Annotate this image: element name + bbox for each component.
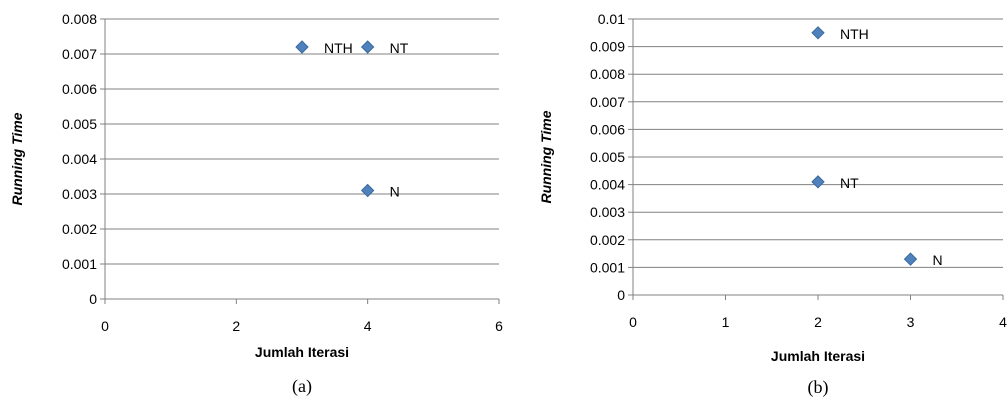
point-label-n: N [933, 252, 943, 268]
y-tick-label: 0.001 [590, 259, 625, 275]
point-label-nth: NTH [324, 40, 353, 56]
y-tick-label: 0.009 [590, 39, 625, 55]
y-tick-label: 0.002 [590, 232, 625, 248]
y-tick-label: 0.006 [590, 121, 625, 137]
y-tick-label: 0 [617, 287, 625, 303]
data-point-nth [295, 40, 309, 54]
x-tick-label: 3 [907, 314, 915, 330]
data-point-n [360, 183, 375, 198]
chart-b: 0 0.001 0.002 0.003 0.004 0.005 0.006 0.007 0.00… [538, 11, 1007, 398]
y-tick-label: 0.003 [62, 186, 97, 202]
point-label-n: N [390, 184, 400, 200]
x-tick-label: 0 [101, 318, 109, 334]
y-tick-label: 0.002 [62, 221, 97, 237]
y-tick-label: 0.005 [590, 149, 625, 165]
y-axis-title: Running Time [538, 110, 554, 203]
chart-caption: (a) [292, 376, 312, 397]
y-tick-label: 0.004 [590, 177, 625, 193]
y-axis-title: Running Time [9, 112, 25, 205]
y-tick-label: 0.001 [62, 256, 97, 272]
point-label-nt: NT [840, 175, 859, 191]
y-tick-label: 0.003 [590, 204, 625, 220]
y-tick-label: 0.005 [62, 116, 97, 132]
chart-a: 0 0.001 0.002 0.003 0.004 0.005 0.006 0.007 0.00… [9, 11, 503, 397]
x-tick-label: 2 [814, 314, 822, 330]
y-tick-label: 0.007 [62, 46, 97, 62]
y-tick-label: 0.01 [598, 11, 625, 27]
data-point-nth [811, 26, 825, 40]
x-tick-label: 6 [495, 318, 503, 334]
data-point-n [903, 252, 918, 266]
data-point-nt [811, 175, 825, 189]
point-label-nt: NT [390, 40, 409, 56]
chart-caption: (b) [808, 377, 829, 398]
x-axis-title: Jumlah Iterasi [255, 344, 349, 360]
x-tick-label: 0 [629, 314, 637, 330]
x-tick-label: 2 [232, 318, 240, 334]
y-tick-label: 0 [89, 291, 97, 307]
y-tick-label: 0.007 [590, 94, 625, 110]
point-label-nth: NTH [840, 26, 869, 42]
x-tick-label: 4 [999, 314, 1007, 330]
x-tick-label: 1 [722, 314, 730, 330]
y-tick-label: 0.004 [62, 151, 97, 167]
x-axis-title: Jumlah Iterasi [771, 348, 865, 364]
y-tick-label: 0.008 [62, 11, 97, 27]
x-tick-label: 4 [364, 318, 372, 334]
data-point-nt [360, 40, 375, 54]
y-tick-label: 0.006 [62, 81, 97, 97]
y-tick-label: 0.008 [590, 66, 625, 82]
